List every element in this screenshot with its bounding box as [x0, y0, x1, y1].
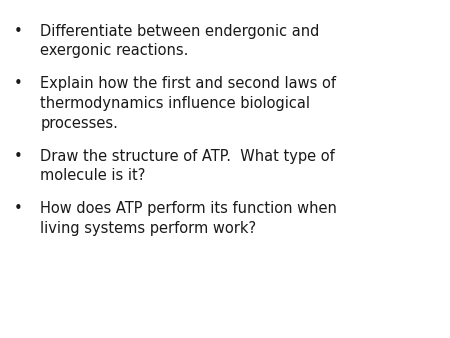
Text: •: •: [14, 149, 22, 164]
Text: Draw the structure of ATP.  What type of: Draw the structure of ATP. What type of: [40, 149, 335, 164]
Text: living systems perform work?: living systems perform work?: [40, 221, 256, 236]
Text: thermodynamics influence biological: thermodynamics influence biological: [40, 96, 310, 111]
Text: •: •: [14, 24, 22, 39]
Text: Explain how the first and second laws of: Explain how the first and second laws of: [40, 76, 337, 91]
Text: processes.: processes.: [40, 116, 118, 130]
Text: Differentiate between endergonic and: Differentiate between endergonic and: [40, 24, 320, 39]
Text: exergonic reactions.: exergonic reactions.: [40, 43, 189, 58]
Text: How does ATP perform its function when: How does ATP perform its function when: [40, 201, 338, 216]
Text: •: •: [14, 76, 22, 91]
Text: molecule is it?: molecule is it?: [40, 168, 146, 183]
Text: •: •: [14, 201, 22, 216]
